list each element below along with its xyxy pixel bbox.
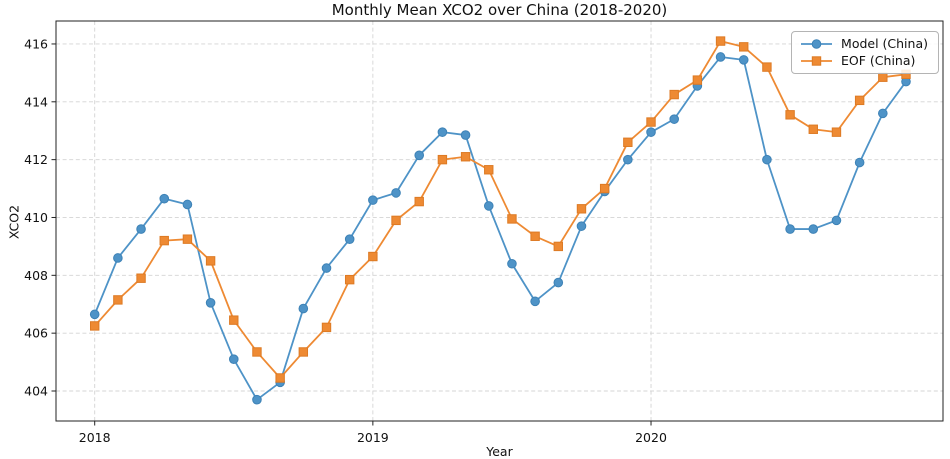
- legend-entry-eof: EOF (China): [800, 53, 928, 68]
- data-point-square: [553, 241, 563, 252]
- y-tick-label: 404: [24, 384, 48, 399]
- data-point-circle: [368, 195, 378, 205]
- data-point-circle: [344, 234, 355, 244]
- data-point-square: [344, 274, 355, 285]
- data-point-square: [854, 95, 865, 106]
- data-point-circle: [89, 309, 100, 320]
- data-point-square: [739, 42, 749, 52]
- data-point-circle: [298, 303, 309, 314]
- legend-label-eof: EOF (China): [841, 53, 916, 68]
- x-tick-label: 2018: [79, 430, 111, 445]
- data-point-circle: [831, 215, 842, 226]
- data-point-circle: [252, 394, 262, 405]
- data-point-square: [159, 235, 169, 246]
- data-point-square: [646, 117, 656, 127]
- data-point-square: [530, 231, 540, 241]
- legend: Model (China) EOF (China): [791, 31, 939, 74]
- data-point-circle: [785, 224, 795, 234]
- y-tick-label: 412: [24, 152, 48, 167]
- x-tick-label: 2020: [635, 430, 667, 445]
- series-line: [93, 56, 907, 401]
- data-point-square: [808, 124, 818, 134]
- data-point-square: [321, 322, 332, 333]
- data-point-circle: [182, 199, 193, 210]
- data-point-square: [484, 165, 494, 175]
- data-point-circle: [437, 127, 448, 137]
- data-point-circle: [646, 127, 656, 137]
- data-point-circle: [854, 157, 865, 168]
- data-point-square: [507, 214, 517, 224]
- data-point-square: [182, 234, 193, 244]
- data-point-square: [762, 62, 772, 72]
- y-axis-label: XCO2: [6, 204, 22, 240]
- data-point-square: [785, 110, 795, 120]
- data-point-square: [205, 256, 216, 266]
- data-point-square: [136, 273, 146, 283]
- data-point-square: [623, 137, 633, 147]
- data-point-square: [113, 295, 123, 305]
- y-tick-label: 414: [24, 94, 48, 109]
- data-point-circle: [623, 154, 633, 165]
- data-point-circle: [391, 188, 401, 198]
- data-point-circle: [738, 55, 749, 65]
- data-point-square: [599, 183, 610, 194]
- data-point-circle: [205, 297, 216, 308]
- model-line-circle-marker-icon: [800, 37, 833, 51]
- data-point-square: [576, 204, 587, 214]
- legend-label-model: Model (China): [841, 36, 928, 51]
- data-point-square: [437, 154, 448, 165]
- chart-title: Monthly Mean XCO2 over China (2018-2020): [331, 1, 668, 19]
- data-point-square: [368, 251, 378, 262]
- data-point-square: [252, 347, 262, 357]
- axes-spines: [55, 20, 944, 422]
- data-point-square: [878, 72, 888, 82]
- y-tick-label: 406: [24, 326, 48, 341]
- x-tick-label: 2019: [357, 430, 389, 445]
- data-point-square: [90, 321, 100, 331]
- data-point-circle: [136, 224, 146, 234]
- data-point-circle: [460, 130, 471, 140]
- data-point-circle: [228, 354, 239, 364]
- data-point-circle: [808, 224, 819, 234]
- eof-line-square-marker-icon: [800, 54, 833, 68]
- data-point-circle: [159, 193, 170, 204]
- data-point-square: [715, 36, 726, 46]
- data-point-circle: [530, 296, 540, 307]
- data-point-circle: [321, 263, 332, 273]
- data-point-circle: [576, 221, 587, 231]
- data-point-square: [460, 152, 471, 162]
- data-point-square: [669, 89, 679, 100]
- x-axis-label: Year: [486, 444, 513, 459]
- data-point-square: [298, 347, 309, 357]
- data-point-circle: [483, 201, 494, 211]
- data-point-square: [275, 373, 285, 383]
- y-tick-label: 408: [24, 268, 48, 283]
- data-point-square: [414, 196, 424, 207]
- legend-entry-model: Model (China): [800, 36, 928, 51]
- data-point-circle: [878, 108, 888, 119]
- legend-swatch-svg: [801, 38, 833, 49]
- data-point-square: [229, 315, 239, 325]
- series-line: [94, 40, 907, 379]
- data-point-circle: [507, 258, 517, 269]
- legend-swatch-svg: [801, 55, 833, 66]
- data-point-circle: [553, 277, 564, 288]
- data-point-square: [391, 215, 401, 226]
- data-point-circle: [762, 154, 772, 165]
- data-point-circle: [669, 114, 680, 124]
- data-point-square: [692, 75, 703, 85]
- data-point-circle: [414, 150, 425, 161]
- data-point-circle: [113, 253, 123, 263]
- y-tick-label: 410: [24, 210, 48, 225]
- y-tick-label: 416: [24, 36, 48, 51]
- data-point-square: [831, 127, 842, 137]
- data-point-circle: [715, 52, 726, 62]
